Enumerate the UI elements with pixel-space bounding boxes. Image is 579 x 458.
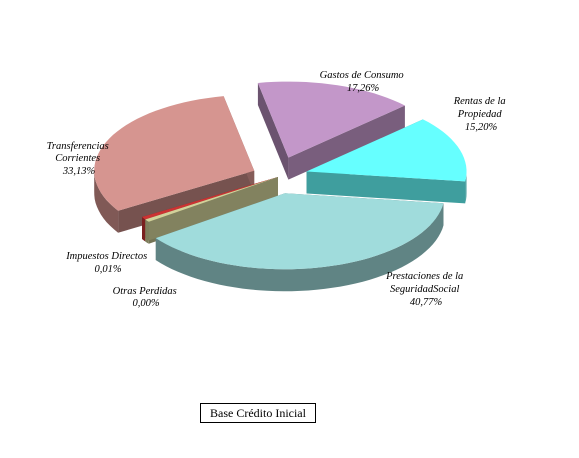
label-transferencias-corrientes: Transferencias Corrientes 33,13%: [47, 141, 112, 177]
slice-impuestos-directos-rim: [142, 217, 146, 242]
slice-gastos-de-consumo-side-start: [257, 83, 289, 180]
slice-transferencias-corrientes-rim: [94, 169, 119, 233]
slice-otras-perdidas-side-end: [145, 177, 278, 242]
slice-otras-perdidas-rim: [145, 219, 149, 244]
label-prestaciones-seguridad-social: Prestaciones de la SeguridadSocial 40,77…: [385, 271, 466, 308]
label-rentas-de-la-propiedad: Rentas de la Propiedad 15,20%: [453, 96, 509, 133]
slice-rentas-de-la-propiedad-side-end: [306, 171, 466, 204]
pie-slices: [94, 81, 467, 292]
label-impuestos-directos: Impuestos Directos 0,01%: [65, 251, 150, 275]
slice-otras-perdidas-top: [145, 177, 278, 222]
slice-prestaciones-de-la-seguridadsocial-rim: [155, 203, 444, 292]
slice-rentas-de-la-propiedad-top: [306, 119, 467, 182]
chart-caption: Base Crédito Inicial: [200, 403, 316, 423]
slice-impuestos-directos-top: [142, 177, 278, 220]
slice-prestaciones-de-la-seguridadsocial-top: [155, 193, 444, 270]
slice-gastos-de-consumo-side-end: [288, 105, 405, 180]
slice-gastos-de-consumo-top: [257, 81, 405, 158]
slice-transferencias-corrientes-top: [94, 96, 255, 211]
label-gastos-de-consumo: Gastos de Consumo 17,26%: [320, 70, 407, 94]
label-otras-perdidas: Otras Perdidas 0,00%: [113, 286, 180, 309]
slice-rentas-de-la-propiedad-rim: [465, 171, 467, 204]
